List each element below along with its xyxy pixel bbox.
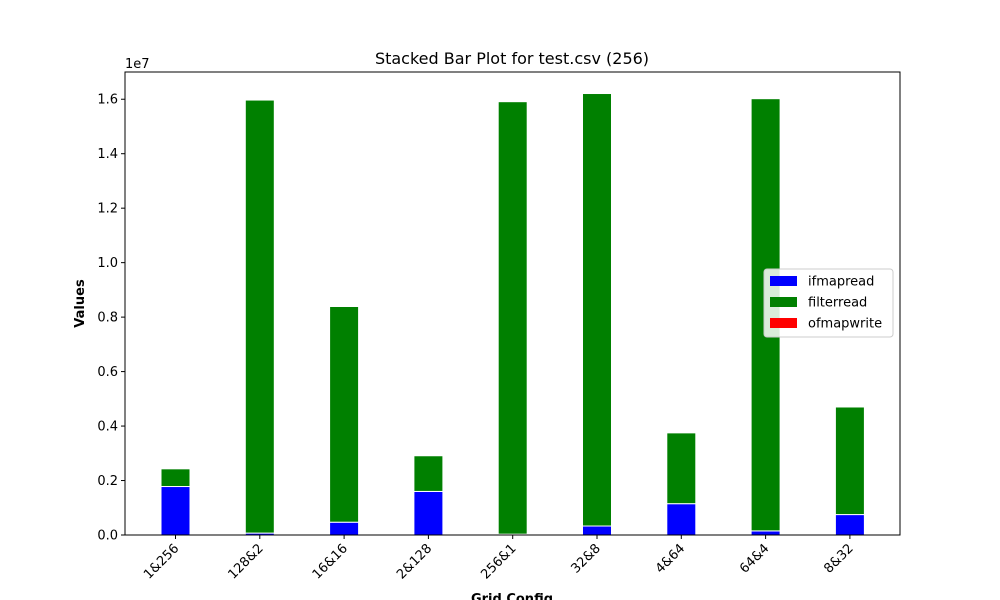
bar-ifmapread-3	[329, 521, 360, 536]
bar-ifmapread-7	[666, 503, 697, 536]
chart-title: Stacked Bar Plot for test.csv (256)	[375, 49, 649, 68]
bar-ifmapread-1	[160, 486, 191, 536]
legend-swatch-ofmapwrite	[770, 318, 797, 328]
y-offset-label: 1e7	[125, 57, 150, 72]
bar-filterread-5	[497, 101, 528, 535]
plot-frame	[124, 71, 901, 536]
x-tick-label: 32&8	[569, 541, 604, 576]
x-tick-label: 4&64	[653, 541, 688, 576]
y-tick-label: 1.2	[97, 202, 118, 217]
bar-filterread-1	[160, 468, 191, 488]
y-tick-label: 1.6	[97, 93, 118, 108]
bar-filterread-4	[413, 455, 444, 492]
bar-ifmapread-6	[582, 525, 612, 536]
legend-label-filterread: filterread	[808, 296, 867, 311]
y-tick-label: 0.2	[97, 474, 118, 489]
x-tick-label: 16&16	[310, 541, 351, 582]
y-tick-label: 1.4	[97, 147, 118, 162]
legend-label-ofmapwrite: ofmapwrite	[808, 317, 882, 332]
bar-filterread-9	[834, 406, 865, 516]
legend-label-ifmapread: ifmapread	[808, 275, 874, 290]
legend-swatch-filterread	[770, 297, 797, 307]
x-tick-label: 256&1	[478, 541, 519, 582]
y-tick-label: 0.0	[97, 529, 118, 544]
x-axis: 1&256 128&2 16&16 2&128 256&1 32&8 4&64 64&4 8&3…	[141, 535, 857, 582]
x-tick-label: 128&2	[225, 541, 266, 582]
y-tick-label: 0.4	[97, 420, 118, 435]
y-tick-label: 0.6	[97, 365, 118, 380]
x-axis-label: Grid Config	[471, 592, 553, 600]
y-tick-label: 1.0	[97, 256, 118, 271]
bar-ifmapread-4	[413, 490, 444, 536]
legend-swatch-ifmapread	[770, 276, 797, 286]
bar-filterread-6	[582, 93, 612, 527]
x-tick-label: 2&128	[394, 541, 435, 582]
y-axis: 0.0 0.2 0.4 0.6 0.8 1.0 1.2 1.4 1.6	[97, 93, 125, 544]
x-tick-label: 8&32	[821, 541, 856, 576]
bars-layer	[160, 93, 865, 536]
bar-filterread-7	[666, 432, 697, 505]
y-tick-label: 0.8	[97, 311, 118, 326]
bar-ifmapread-8	[750, 530, 781, 536]
bar-ifmapread-9	[834, 514, 865, 536]
legend: ifmapread filterread ofmapwrite	[763, 268, 894, 338]
y-axis-label: Values	[73, 279, 88, 328]
x-tick-label: 1&256	[141, 541, 182, 582]
bar-filterread-3	[329, 306, 360, 523]
x-tick-label: 64&4	[737, 541, 772, 576]
bar-filterread-2	[244, 99, 275, 534]
